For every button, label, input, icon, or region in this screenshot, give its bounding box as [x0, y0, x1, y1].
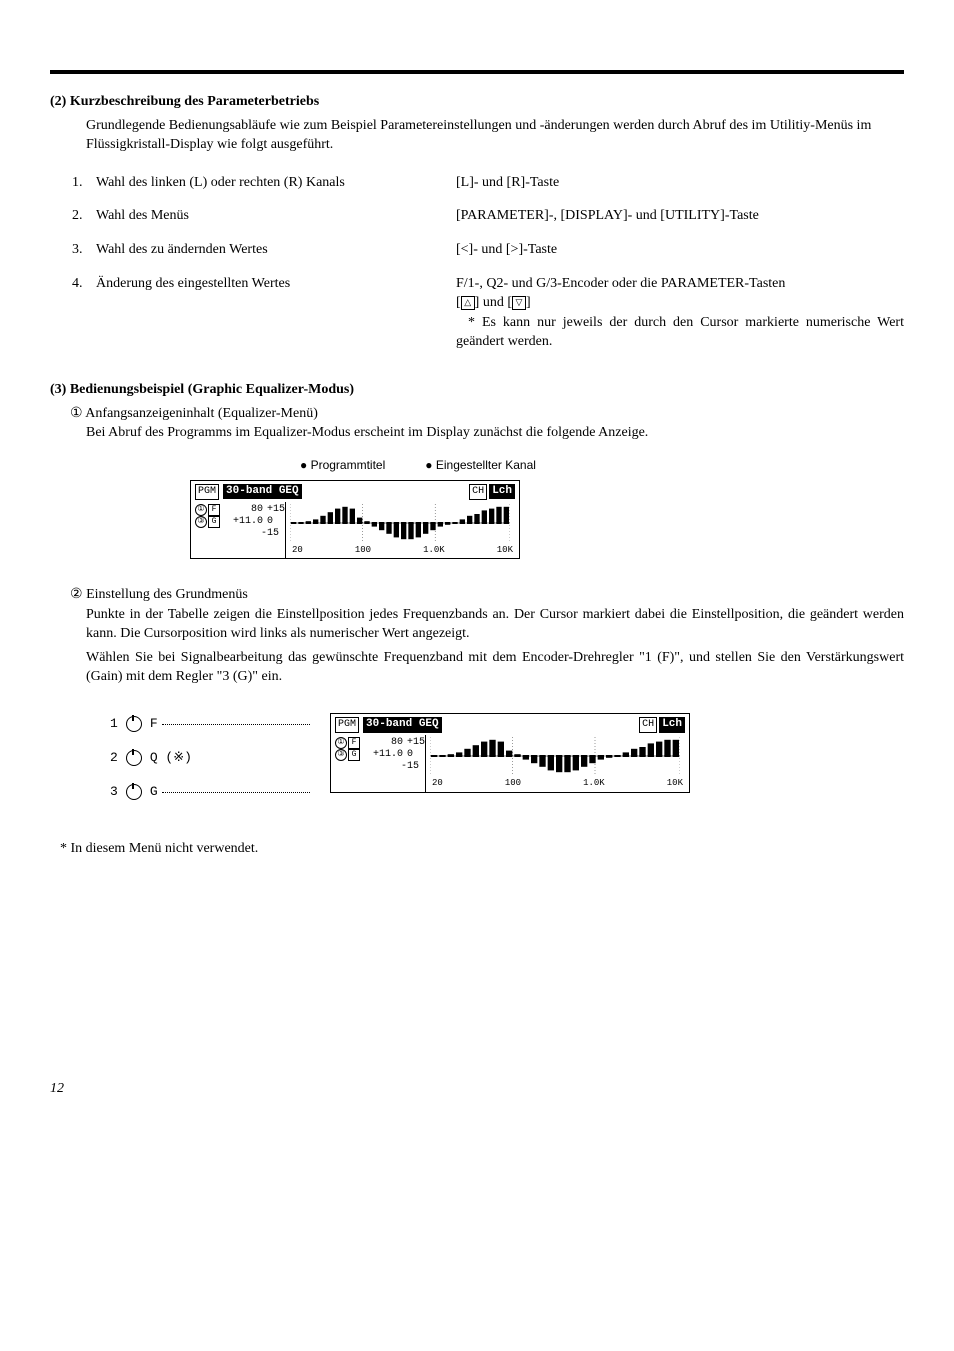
row-num: 4.	[72, 274, 96, 352]
row4-note: * Es kann nur jeweils der durch den Curs…	[456, 315, 904, 350]
sub2-line: ② Einstellung des Grundmenüs	[70, 585, 904, 605]
encoder-row-2: 2Q (※)	[110, 741, 310, 775]
sub1-line: ① Anfangsanzeigeninhalt (Equalizer-Menü)	[70, 404, 904, 424]
lcd-title: 30-band GEQ	[223, 484, 302, 499]
section2-heading: (2) Kurzbeschreibung des Parameterbetrie…	[50, 92, 904, 112]
lcd-display-1: PGM 30-band GEQ CH Lch ①F80+15 ③G+11.00 …	[190, 480, 520, 560]
row-right: [PARAMETER]-, [DISPLAY]- und [UTILITY]-T…	[456, 206, 904, 226]
lcd-title: 30-band GEQ	[363, 717, 442, 732]
row-left: Wahl des Menüs	[96, 206, 456, 226]
ch-value: Lch	[489, 484, 515, 499]
footnote: * In diesem Menü nicht verwendet.	[60, 839, 904, 859]
row-num: 3.	[72, 240, 96, 260]
sub1-body: Bei Abruf des Programms im Equalizer-Mod…	[86, 423, 904, 443]
row-num: 2.	[72, 206, 96, 226]
callout-kanal: ● Eingestellter Kanal	[425, 457, 536, 474]
row-right: F/1-, Q2- und G/3-Encoder oder die PARAM…	[456, 274, 904, 352]
circled-1: ①	[70, 406, 83, 421]
encoder-list: 1F 2Q (※) 3G	[110, 707, 310, 809]
section2-intro: Grundlegende Bedienungsabläufe wie zum B…	[86, 116, 904, 155]
lcd-callouts: ● Programmtitel ● Eingestellter Kanal	[300, 457, 904, 474]
lcd-graph: 201001.0K10K	[285, 502, 515, 559]
triangle-down-icon: ▽	[512, 296, 526, 310]
lcd-graph: 201001.0K10K	[425, 735, 685, 792]
row-num: 1.	[72, 173, 96, 193]
numbered-list: 1. Wahl des linken (L) oder rechten (R) …	[72, 173, 904, 352]
lcd-left-readout: ①F80+15 ③G+11.00 -15	[335, 735, 425, 792]
ch-label: CH	[469, 484, 487, 500]
row-left: Wahl des linken (L) oder rechten (R) Kan…	[96, 173, 456, 193]
list-row-1: 1. Wahl des linken (L) oder rechten (R) …	[72, 173, 904, 193]
row-right: [<]- und [>]-Taste	[456, 240, 904, 260]
row-left: Wahl des zu ändernden Wertes	[96, 240, 456, 260]
top-rule	[50, 70, 904, 74]
callout-programmtitel: ● Programmtitel	[300, 457, 385, 474]
lcd-display-2: PGM 30-band GEQ CH Lch ①F80+15 ③G+11.00 …	[330, 713, 690, 793]
list-row-4: 4. Änderung des eingestellten Wertes F/1…	[72, 274, 904, 352]
eq-graph-svg	[430, 735, 680, 777]
row-right: [L]- und [R]-Taste	[456, 173, 904, 193]
triangle-up-icon: △	[461, 296, 475, 310]
knob-icon	[126, 784, 142, 800]
ch-value: Lch	[659, 717, 685, 732]
sub2-p1: Punkte in der Tabelle zeigen die Einstel…	[86, 605, 904, 644]
page-number: 12	[50, 1079, 904, 1099]
pgm-label: PGM	[335, 717, 359, 733]
lcd-left-readout: ①F80+15 ③G+11.00 -15	[195, 502, 285, 559]
knob-icon	[126, 750, 142, 766]
encoder-row-1: 1F	[110, 707, 310, 741]
eq-graph-svg	[290, 502, 510, 544]
list-row-3: 3. Wahl des zu ändernden Wertes [<]- und…	[72, 240, 904, 260]
section3-heading: (3) Bedienungsbeispiel (Graphic Equalize…	[50, 380, 904, 400]
pgm-label: PGM	[195, 484, 219, 500]
knob-icon	[126, 716, 142, 732]
ch-label: CH	[639, 717, 657, 733]
row-left: Änderung des eingestellten Wertes	[96, 274, 456, 352]
list-row-2: 2. Wahl des Menüs [PARAMETER]-, [DISPLAY…	[72, 206, 904, 226]
encoder-row-3: 3G	[110, 775, 310, 809]
sub2-p2: Wählen Sie bei Signalbearbeitung das gew…	[86, 648, 904, 687]
circled-2: ②	[70, 587, 83, 602]
encoder-lcd-block: 1F 2Q (※) 3G PGM 30-band GEQ CH Lch ①F80…	[110, 707, 904, 809]
